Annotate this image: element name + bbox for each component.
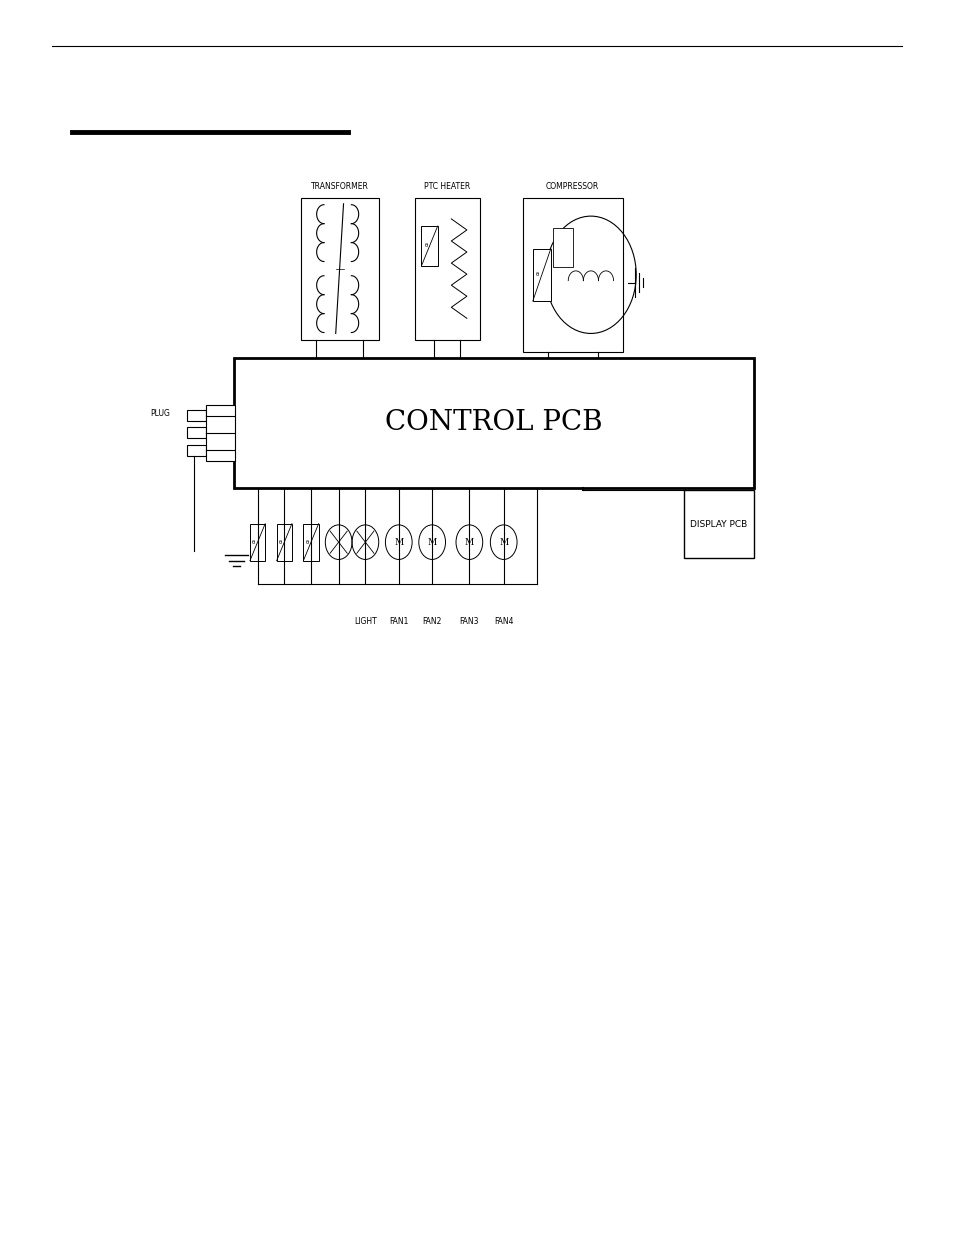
Text: FAN3: FAN3 [459, 616, 478, 626]
Text: θ: θ [278, 540, 282, 545]
Bar [187, 445, 206, 456]
Text: PTC HEATER: PTC HEATER [424, 183, 470, 191]
Bar [303, 524, 318, 561]
Bar [300, 198, 378, 340]
Text: M: M [394, 537, 403, 547]
Text: M: M [427, 537, 436, 547]
Text: DISPLAY PCB: DISPLAY PCB [689, 520, 747, 529]
Bar [276, 524, 292, 561]
Text: LIGHT: LIGHT [354, 616, 376, 626]
Bar [187, 410, 206, 421]
Bar [553, 228, 572, 267]
Bar [683, 490, 753, 558]
Bar [532, 248, 550, 301]
Bar [206, 405, 234, 461]
Text: FAN2: FAN2 [422, 616, 441, 626]
Text: M: M [498, 537, 508, 547]
Bar [250, 524, 265, 561]
Text: FAN1: FAN1 [389, 616, 408, 626]
Bar [421, 226, 437, 266]
Bar [415, 198, 479, 340]
Text: θ: θ [424, 243, 428, 248]
Text: PLUG: PLUG [150, 409, 170, 419]
Text: CONTROL PCB: CONTROL PCB [384, 410, 602, 436]
Text: M: M [464, 537, 474, 547]
Text: COMPRESSOR: COMPRESSOR [545, 183, 598, 191]
Text: θ: θ [252, 540, 255, 545]
Text: θ: θ [536, 272, 538, 278]
Text: θ: θ [305, 540, 309, 545]
Text: TRANSFORMER: TRANSFORMER [311, 183, 368, 191]
Bar [187, 427, 206, 438]
Bar [522, 198, 622, 352]
Text: FAN4: FAN4 [494, 616, 513, 626]
Bar [233, 358, 753, 488]
